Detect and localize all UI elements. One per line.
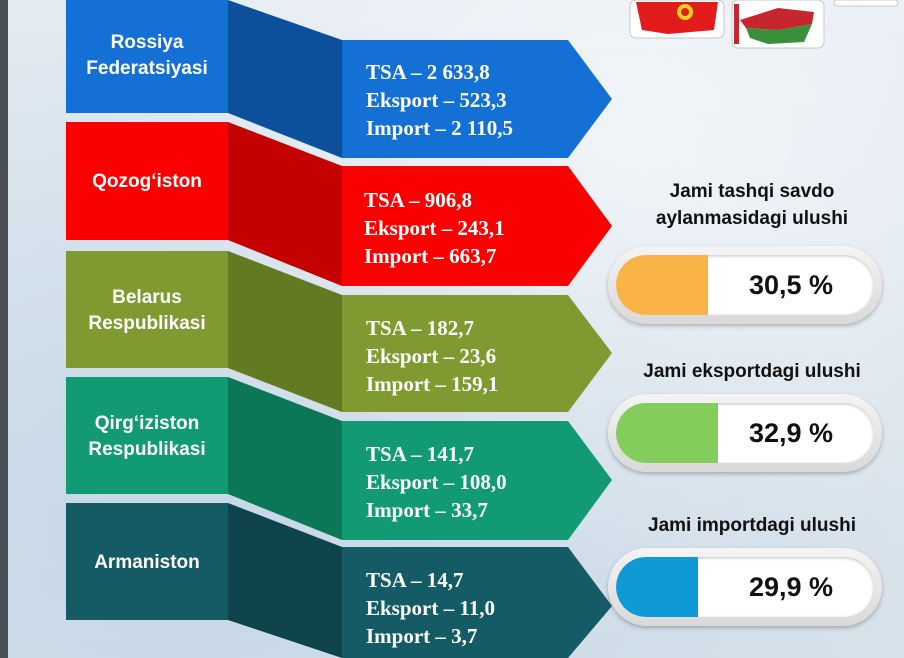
band-kazakhstan-fold xyxy=(228,122,342,286)
trade-figures-russia: TSA – 2 633,8 Eksport – 523,3 Import – 2… xyxy=(366,58,513,142)
tsa-value: TSA – 141,7 xyxy=(366,442,474,466)
export-value: Eksport – 23,6 xyxy=(366,344,497,368)
country-label-kazakhstan: Qozog‘iston xyxy=(92,171,202,192)
trade-figures-kyrgyzstan: TSA – 141,7 Eksport – 108,0 Import – 33,… xyxy=(366,440,507,524)
share-title-turnover: Jami tashqi savdo aylanmasidagi ulushi xyxy=(655,181,849,229)
band-kazakhstan-arrow xyxy=(342,166,612,286)
band-armenia-fold xyxy=(228,503,342,658)
left-edge-bar xyxy=(0,0,8,658)
band-armenia-left xyxy=(66,503,228,620)
share-fill xyxy=(616,255,708,315)
import-value: Import – 159,1 xyxy=(366,372,499,396)
country-label-kyrgyzstan: Qirg‘iziston Respublikasi xyxy=(88,413,206,460)
share-fill xyxy=(616,557,698,617)
band-kyrgyzstan-arrow xyxy=(342,421,612,540)
flag-tiles xyxy=(629,0,899,49)
kyrgyzstan-flag-icon xyxy=(629,0,725,39)
band-kyrgyzstan-fold xyxy=(228,377,342,540)
band-russia-arrow xyxy=(342,40,612,158)
band-kazakhstan-left xyxy=(66,122,228,240)
country-label-russia: Rossiya Federatsiyasi xyxy=(86,32,208,79)
tsa-value: TSA – 14,7 xyxy=(366,568,464,592)
share-value: 32,9 % xyxy=(748,418,834,448)
share-gauge-import: 29,9 % xyxy=(608,548,882,626)
share-title-import: Jami importdagi ulushi xyxy=(648,515,856,536)
share-gauge-turnover: 30,5 % xyxy=(608,246,882,324)
band-russia-left xyxy=(66,0,228,113)
band-russia-fold xyxy=(228,0,342,158)
share-fill xyxy=(616,403,718,463)
band-kyrgyzstan-left xyxy=(66,377,228,494)
belarus-flag-icon xyxy=(731,0,825,49)
export-value: Eksport – 108,0 xyxy=(366,470,507,494)
band-belarus-fold xyxy=(228,251,342,412)
trade-figures-kazakhstan: TSA – 906,8 Eksport – 243,1 Import – 663… xyxy=(364,186,505,270)
import-value: Import – 33,7 xyxy=(366,498,488,522)
import-value: Import – 663,7 xyxy=(364,244,497,268)
band-armenia-arrow xyxy=(342,547,612,658)
tsa-value: TSA – 906,8 xyxy=(364,188,472,212)
trade-figures-armenia: TSA – 14,7 Eksport – 11,0 Import – 3,7 xyxy=(366,566,495,650)
country-label-belarus: Belarus Respublikasi xyxy=(88,287,206,334)
band-belarus-arrow xyxy=(342,295,612,412)
share-title-export: Jami eksportdagi ulushi xyxy=(643,361,861,382)
export-value: Eksport – 11,0 xyxy=(366,596,495,620)
tsa-value: TSA – 182,7 xyxy=(366,316,474,340)
import-value: Import – 2 110,5 xyxy=(366,116,513,140)
share-gauge-export: 32,9 % xyxy=(608,394,882,472)
share-value: 30,5 % xyxy=(748,270,834,300)
country-label-armenia: Armaniston xyxy=(94,552,200,573)
import-value: Import – 3,7 xyxy=(366,624,478,648)
tsa-value: TSA – 2 633,8 xyxy=(366,60,490,84)
export-value: Eksport – 243,1 xyxy=(364,216,505,240)
share-value: 29,9 % xyxy=(748,572,834,602)
export-value: Eksport – 523,3 xyxy=(366,88,507,112)
band-belarus-left xyxy=(66,251,228,368)
partial-tile xyxy=(833,0,899,7)
trade-figures-belarus: TSA – 182,7 Eksport – 23,6 Import – 159,… xyxy=(366,314,498,398)
